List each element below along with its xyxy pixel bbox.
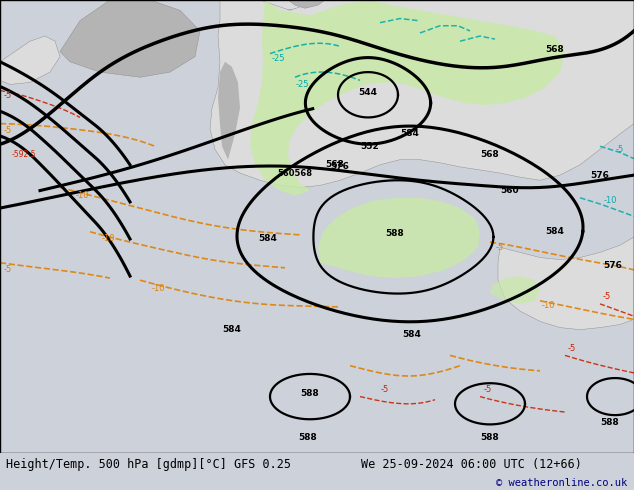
Text: We 25-09-2024 06:00 UTC (12+66): We 25-09-2024 06:00 UTC (12+66) (361, 458, 582, 471)
Text: -5: -5 (381, 385, 389, 394)
Text: -5: -5 (4, 126, 12, 135)
Polygon shape (210, 0, 634, 188)
Text: 576: 576 (330, 162, 349, 171)
Text: 568: 568 (481, 150, 500, 159)
Text: -10: -10 (101, 235, 115, 244)
Text: -10: -10 (603, 196, 617, 205)
Text: 544: 544 (358, 88, 377, 97)
Text: 560568: 560568 (278, 169, 313, 177)
Text: 588: 588 (385, 229, 404, 238)
Text: 584: 584 (403, 330, 422, 339)
Text: 588: 588 (600, 418, 619, 427)
Polygon shape (218, 62, 240, 160)
Polygon shape (490, 276, 540, 304)
Text: 560: 560 (501, 186, 519, 195)
Polygon shape (60, 0, 200, 77)
Polygon shape (220, 0, 634, 62)
Text: -5: -5 (603, 292, 611, 301)
Text: 584: 584 (259, 235, 278, 244)
Text: 588: 588 (299, 433, 318, 442)
Text: 568: 568 (546, 45, 564, 54)
Polygon shape (288, 0, 325, 8)
Text: 588: 588 (301, 389, 320, 398)
Text: Height/Temp. 500 hPa [gdmp][°C] GFS 0.25: Height/Temp. 500 hPa [gdmp][°C] GFS 0.25 (6, 458, 292, 471)
Text: -10: -10 (152, 284, 165, 293)
Polygon shape (318, 198, 480, 278)
Text: © weatheronline.co.uk: © weatheronline.co.uk (496, 478, 628, 489)
Text: 584: 584 (401, 129, 420, 138)
Text: -5: -5 (4, 91, 12, 100)
Text: 568: 568 (326, 160, 344, 170)
Text: -5: -5 (4, 266, 12, 274)
Text: 584: 584 (546, 227, 564, 236)
Text: -25: -25 (295, 80, 309, 89)
Text: -5: -5 (496, 243, 504, 252)
Text: 576: 576 (604, 261, 623, 270)
Text: -5: -5 (616, 145, 624, 154)
Text: -592.5: -592.5 (12, 150, 37, 159)
Polygon shape (250, 0, 565, 196)
Text: 576: 576 (590, 171, 609, 180)
Text: -5: -5 (484, 385, 492, 394)
Text: -10: -10 (541, 301, 555, 311)
Text: -10: -10 (75, 191, 89, 200)
Text: -25: -25 (271, 54, 285, 63)
Text: -5: -5 (568, 343, 576, 353)
Polygon shape (0, 36, 60, 84)
Text: 552: 552 (361, 142, 379, 151)
Text: 588: 588 (481, 433, 500, 442)
Polygon shape (498, 237, 634, 330)
Text: 584: 584 (223, 325, 242, 334)
